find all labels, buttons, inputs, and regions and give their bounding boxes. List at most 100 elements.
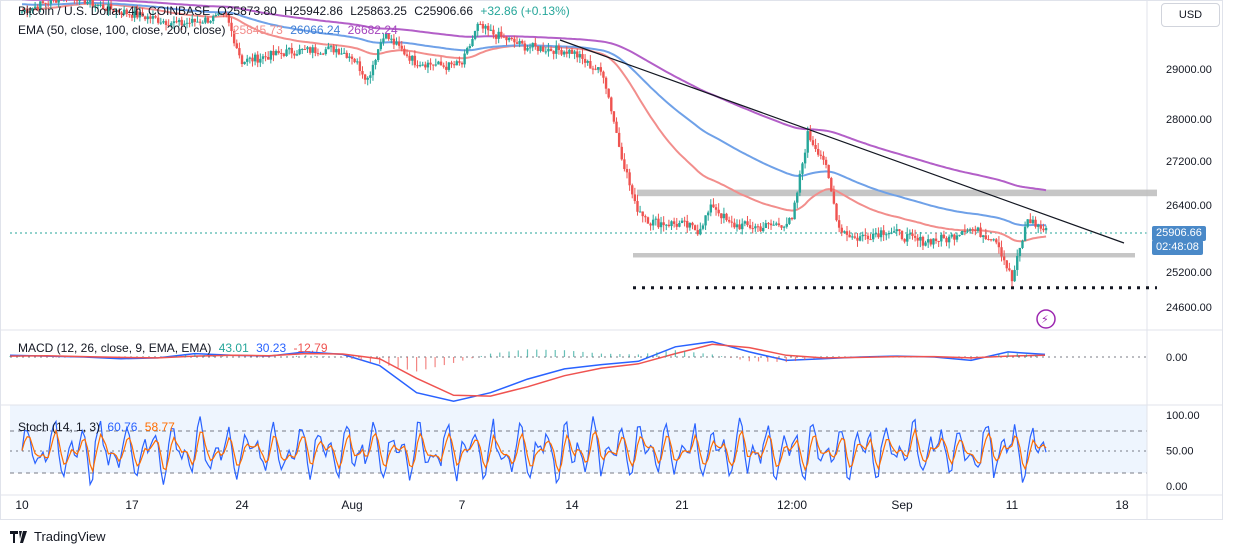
candle-body (620, 146, 623, 160)
candle-body (958, 234, 961, 236)
candle-body (565, 51, 568, 54)
candle-body (306, 47, 309, 50)
candle-body (332, 46, 335, 53)
candle-body (720, 213, 723, 219)
candle-body (185, 22, 189, 24)
candle-body (437, 61, 440, 65)
candle-body (583, 58, 587, 63)
candle-body (99, 4, 102, 6)
stoch-k-value: 60.76 (107, 420, 138, 434)
candle-body (143, 16, 147, 20)
candle-body (149, 16, 152, 19)
candle-body (746, 221, 749, 226)
candle-body (531, 42, 534, 48)
candle-body (1016, 255, 1019, 270)
candle-body (1018, 247, 1022, 256)
candle-body (28, 10, 32, 14)
change-value: +32.86 (+0.13%) (480, 4, 570, 18)
candle-body (858, 236, 862, 241)
candle-body (366, 77, 369, 80)
candle-body (717, 209, 720, 214)
macd-legend[interactable]: MACD (12, 26, close, 9, EMA, EMA) 43.01 … (18, 341, 332, 355)
candle-body (96, 5, 100, 7)
candle-body (657, 218, 660, 228)
candle-body (725, 213, 728, 221)
ema-legend[interactable]: EMA (50, close, 100, close, 200, close) … (18, 23, 402, 37)
candle-body (761, 227, 765, 232)
candle-body (688, 222, 692, 228)
candle-body (816, 148, 820, 155)
candle-body (198, 21, 202, 23)
price-tick-label: 25200.00 (1166, 267, 1212, 279)
candle-body (555, 45, 558, 54)
candle-body (204, 17, 207, 23)
candle-body (727, 220, 731, 222)
candle-body (741, 223, 744, 230)
candle-body (403, 48, 406, 55)
candle-body (361, 71, 364, 75)
candle-body (91, 0, 94, 7)
candle-body (581, 54, 584, 59)
candle-body (926, 239, 930, 243)
candle-body (458, 61, 461, 63)
candle-body (662, 222, 665, 226)
candle-body (46, 3, 50, 5)
candle-body (460, 62, 464, 65)
event-icon[interactable] (1036, 309, 1056, 329)
candle-body (942, 234, 946, 239)
candle-body (452, 64, 456, 66)
price-tick-label: 27200.00 (1166, 156, 1212, 168)
candle-body (628, 172, 631, 186)
candle-body (290, 47, 293, 54)
symbol-legend[interactable]: Bitcoin / U.S. Dollar, 4h, COINBASE O258… (18, 4, 574, 18)
candle-body (379, 42, 383, 50)
candle-body (75, 0, 79, 2)
candle-body (528, 47, 532, 49)
candle-body (845, 231, 849, 235)
candle-body (733, 222, 736, 228)
candle-body (526, 47, 529, 51)
candle-body (906, 234, 909, 242)
candle-body (36, 6, 39, 10)
macd-label: MACD (12, 26, close, 9, EMA, EMA) (18, 341, 212, 355)
candle-body (122, 9, 126, 15)
candle-body (832, 191, 836, 204)
candle-body (151, 16, 155, 19)
candle-body (154, 16, 157, 18)
candle-body (387, 33, 390, 40)
candle-body (170, 23, 173, 26)
stoch-d-value: 58.77 (144, 420, 175, 434)
candle-body (104, 9, 108, 11)
currency-button[interactable]: USD (1161, 3, 1220, 27)
candle-body (916, 237, 919, 241)
stoch-legend[interactable]: Stoch (14, 1, 3) 60.76 58.77 (18, 420, 179, 434)
candle-body (41, 1, 45, 3)
candle-body (120, 12, 123, 15)
low-value: L25863.25 (350, 4, 407, 18)
candle-body (369, 75, 372, 78)
candle-body (340, 53, 343, 55)
time-tick-label: 17 (125, 498, 139, 512)
time-tick-label: Aug (341, 498, 362, 512)
candle-body (206, 17, 210, 23)
candle-body (31, 8, 34, 11)
candle-body (874, 233, 878, 235)
candle-body (133, 10, 136, 18)
candle-body (188, 22, 191, 24)
candle-body (293, 53, 296, 56)
candle-body (416, 65, 419, 67)
candle-body (479, 23, 482, 25)
candle-body (680, 220, 684, 224)
candle-body (670, 221, 673, 227)
candle-body (835, 203, 838, 221)
candle-body (240, 55, 244, 65)
candle-body (738, 224, 741, 230)
candle-body (397, 41, 401, 46)
tradingview-brand[interactable]: TradingView (10, 529, 106, 544)
candle-body (743, 221, 747, 224)
candle-body (232, 31, 236, 44)
candle-body (44, 2, 47, 4)
high-value: H25942.86 (284, 4, 343, 18)
candle-body (908, 233, 912, 235)
